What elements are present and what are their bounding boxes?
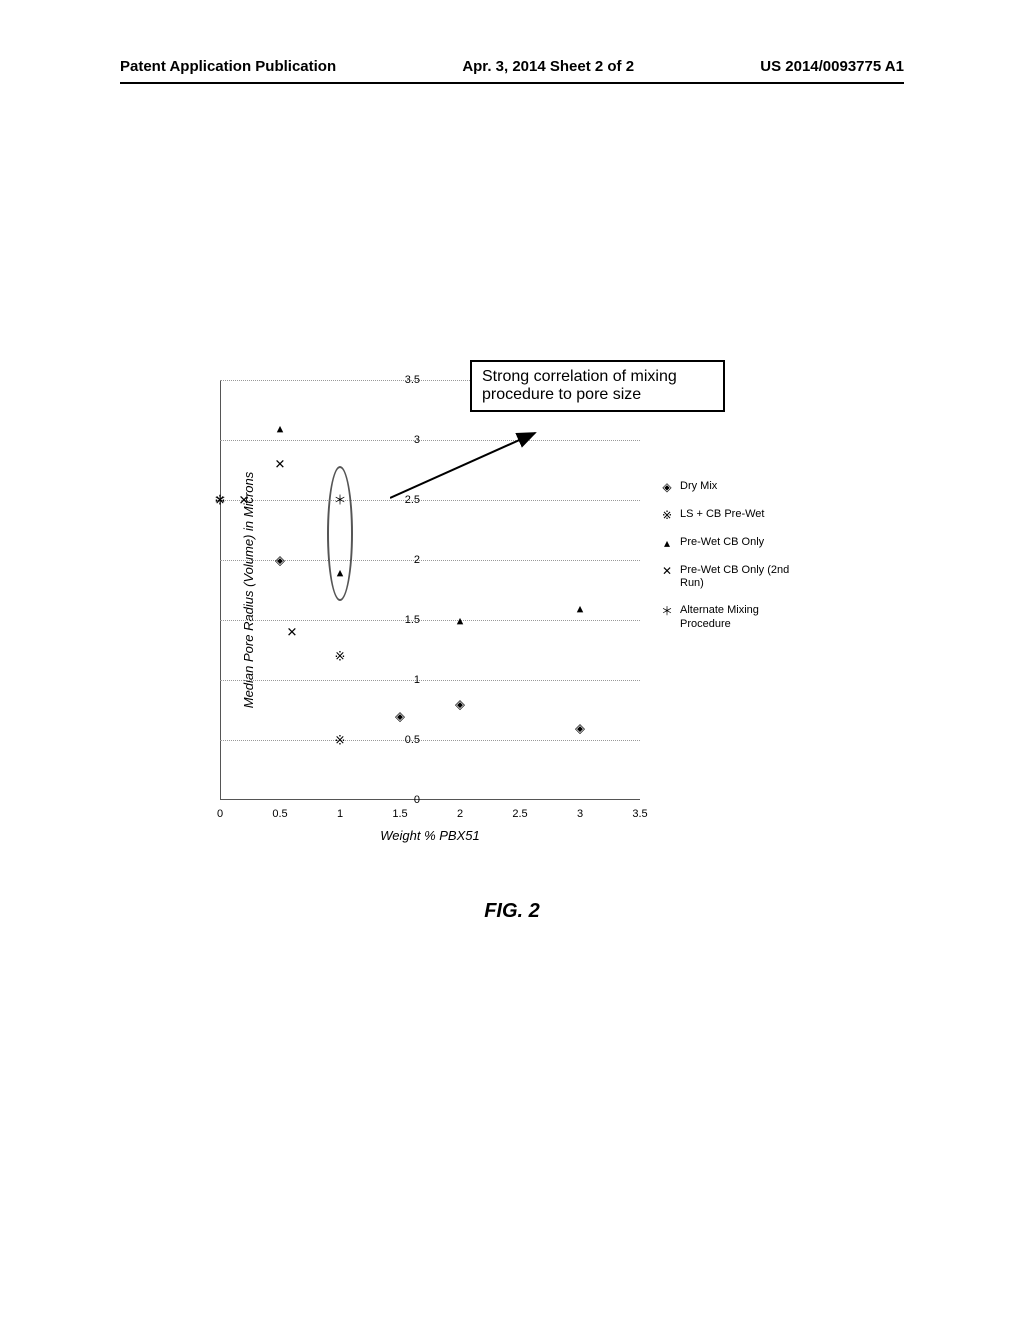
legend-marker-icon: ▴ <box>660 536 674 550</box>
data-point: ◈ <box>275 554 285 567</box>
legend-item: ✕ Pre-Wet CB Only (2nd Run) <box>660 564 810 590</box>
legend-label: Pre-Wet CB Only (2nd Run) <box>680 564 810 590</box>
data-point: ✕ <box>275 458 286 471</box>
data-point: ◈ <box>395 710 405 723</box>
legend-label: Pre-Wet CB Only <box>680 536 764 549</box>
data-point: ▴ <box>577 602 584 615</box>
x-tick-label: 3 <box>565 808 595 820</box>
x-tick-label: 1.5 <box>385 808 415 820</box>
data-point: ※ <box>335 734 346 747</box>
scatter-chart: Median Pore Radius (Volume) in Microns S… <box>170 380 850 860</box>
header-left: Patent Application Publication <box>120 58 336 75</box>
legend-item: ▴ Pre-Wet CB Only <box>660 536 810 550</box>
legend-marker-icon: ◈ <box>660 480 674 494</box>
x-axis <box>220 799 640 800</box>
legend-marker-icon: ✕ <box>660 564 674 578</box>
gridline-h <box>220 620 640 621</box>
data-point: ✕ <box>239 494 250 507</box>
header-right: US 2014/0093775 A1 <box>760 58 904 75</box>
y-tick-label: 0 <box>390 794 420 806</box>
legend: ◈ Dry Mix ※ LS + CB Pre-Wet ▴ Pre-Wet CB Only… <box>660 480 810 645</box>
legend-label: Alternate Mixing Procedure <box>680 604 810 630</box>
data-point: ◈ <box>575 722 585 735</box>
y-axis <box>220 380 221 800</box>
gridline-h <box>220 740 640 741</box>
x-tick-label: 3.5 <box>625 808 655 820</box>
data-point: ▴ <box>337 566 344 579</box>
data-point: ▴ <box>457 614 464 627</box>
highlight-ellipse <box>327 466 353 601</box>
data-point: ＊ <box>213 494 226 507</box>
plot-region: Strong correlation of mixing procedure t… <box>220 380 640 800</box>
legend-marker-icon: ※ <box>660 508 674 522</box>
legend-item: ※ LS + CB Pre-Wet <box>660 508 810 522</box>
y-tick-label: 3.5 <box>390 374 420 386</box>
callout-box: Strong correlation of mixing procedure t… <box>470 360 725 412</box>
x-tick-label: 0.5 <box>265 808 295 820</box>
y-tick-label: 0.5 <box>390 734 420 746</box>
x-tick-label: 1 <box>325 808 355 820</box>
y-tick-label: 3 <box>390 434 420 446</box>
callout-text: Strong correlation of mixing procedure t… <box>482 368 677 403</box>
figure-label: FIG. 2 <box>0 900 1024 923</box>
data-point: ◈ <box>455 698 465 711</box>
gridline-h <box>220 680 640 681</box>
data-point: ＊ <box>333 494 346 507</box>
y-tick-label: 1.5 <box>390 614 420 626</box>
header-divider <box>120 82 904 84</box>
page-header: Patent Application Publication Apr. 3, 2… <box>0 58 1024 75</box>
data-point: ▴ <box>277 422 284 435</box>
y-tick-label: 2.5 <box>390 494 420 506</box>
y-tick-label: 1 <box>390 674 420 686</box>
x-tick-label: 0 <box>205 808 235 820</box>
legend-item: ◈ Dry Mix <box>660 480 810 494</box>
x-tick-label: 2 <box>445 808 475 820</box>
data-point: ✕ <box>287 626 298 639</box>
y-tick-label: 2 <box>390 554 420 566</box>
x-tick-label: 2.5 <box>505 808 535 820</box>
x-axis-label: Weight % PBX51 <box>220 828 640 843</box>
data-point: ※ <box>335 650 346 663</box>
legend-item: ＊ Alternate Mixing Procedure <box>660 604 810 630</box>
legend-label: Dry Mix <box>680 480 717 493</box>
legend-label: LS + CB Pre-Wet <box>680 508 764 521</box>
legend-marker-icon: ＊ <box>660 604 674 618</box>
header-center: Apr. 3, 2014 Sheet 2 of 2 <box>462 58 634 75</box>
